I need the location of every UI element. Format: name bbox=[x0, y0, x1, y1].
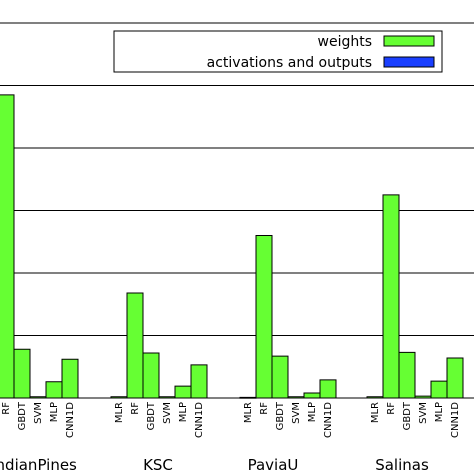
bar-ksc-mlp bbox=[174, 385, 192, 399]
bar-ksc-cnn1d bbox=[190, 364, 208, 399]
bar-paviau-rf bbox=[255, 235, 273, 399]
tick-label-indianpines-cnn1d: CNN1D bbox=[65, 402, 76, 438]
tick-label-paviau-cnn1d: CNN1D bbox=[323, 402, 334, 438]
bar-paviau-cnn1d bbox=[319, 379, 337, 399]
tick-label-indianpines-rf: RF bbox=[1, 402, 12, 415]
tick-label-paviau-rf: RF bbox=[259, 402, 270, 415]
tick-label-indianpines-mlp: MLP bbox=[49, 402, 60, 422]
tick-label-paviau-mlp: MLP bbox=[307, 402, 318, 422]
bar-indianpines-gbdt bbox=[13, 348, 31, 399]
tick-label-ksc-cnn1d: CNN1D bbox=[194, 402, 205, 438]
bar-ksc-rf bbox=[126, 292, 144, 399]
tick-label-salinas-svm: SVM bbox=[418, 402, 429, 424]
legend-label-0: weights bbox=[318, 34, 373, 50]
group-label-indianpines: IndianPines bbox=[0, 456, 77, 474]
tick-label-ksc-gbdt: GBDT bbox=[146, 401, 157, 430]
group-label-paviau: PaviaU bbox=[248, 456, 299, 474]
group-label-salinas: Salinas bbox=[375, 456, 429, 474]
tick-label-indianpines-gbdt: GBDT bbox=[17, 401, 28, 430]
tick-label-salinas-rf: RF bbox=[386, 402, 397, 415]
bar-indianpines-cnn1d bbox=[61, 358, 79, 399]
bar-paviau-gbdt bbox=[271, 355, 289, 399]
tick-label-paviau-gbdt: GBDT bbox=[275, 401, 286, 430]
bar-paviau-mlp bbox=[303, 392, 321, 399]
legend-swatch-1 bbox=[383, 56, 435, 68]
bar-indianpines-mlp bbox=[45, 381, 63, 399]
model-tick-labels: RF GBDT SVM MLP CNN1D MLR RF GBDT SVM MLP CNN1D MLR… bbox=[1, 401, 461, 438]
tick-label-salinas-mlp: MLP bbox=[434, 402, 445, 422]
bar-salinas-mlp bbox=[430, 380, 448, 399]
tick-label-ksc-svm: SVM bbox=[162, 402, 173, 424]
bar-ksc-gbdt bbox=[142, 352, 160, 399]
legend: weights activations and outputs bbox=[113, 30, 443, 73]
group-label-ksc: KSC bbox=[143, 456, 173, 474]
tick-label-salinas-gbdt: GBDT bbox=[402, 401, 413, 430]
dataset-group-labels: IndianPines KSC PaviaU Salinas bbox=[0, 456, 429, 474]
bar-salinas-gbdt bbox=[398, 351, 416, 399]
bars bbox=[0, 94, 464, 399]
legend-label-1: activations and outputs bbox=[207, 55, 372, 71]
tick-label-ksc-mlr: MLR bbox=[114, 402, 125, 423]
tick-label-salinas-cnn1d: CNN1D bbox=[450, 402, 461, 438]
legend-swatch-0 bbox=[383, 35, 435, 47]
bar-indianpines-rf bbox=[0, 94, 15, 399]
tick-label-paviau-svm: SVM bbox=[291, 402, 302, 424]
tick-label-salinas-mlr: MLR bbox=[370, 402, 381, 423]
bar-salinas-cnn1d bbox=[446, 357, 464, 399]
tick-label-ksc-rf: RF bbox=[130, 402, 141, 415]
tick-label-ksc-mlp: MLP bbox=[178, 402, 189, 422]
tick-label-indianpines-svm: SVM bbox=[33, 402, 44, 424]
bar-salinas-rf bbox=[382, 194, 400, 399]
tick-label-paviau-mlr: MLR bbox=[243, 402, 254, 423]
